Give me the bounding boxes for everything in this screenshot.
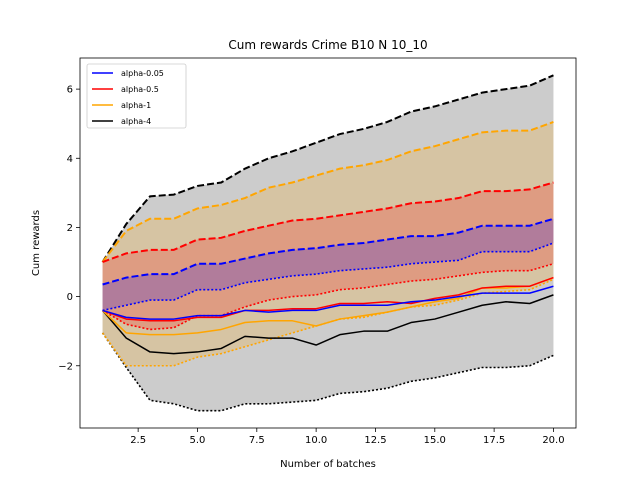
x-tick-label: 5.0	[190, 435, 206, 446]
mean-line-alpha-0.5	[102, 276, 554, 322]
y-tick-label: 0	[67, 292, 73, 303]
x-tick-label: 10.0	[305, 435, 327, 446]
legend-box	[86, 63, 187, 129]
band-alpha-0.5	[102, 182, 554, 330]
y-tick-label: 2	[67, 223, 73, 234]
upper-bound-alpha-4	[101, 74, 554, 263]
x-tick-label: 12.5	[364, 435, 386, 446]
legend-label-alpha-0.05: alpha-0.05	[121, 69, 164, 78]
legend-label-alpha-4: alpha-4	[121, 117, 151, 126]
y-tick-label: 4	[67, 154, 73, 165]
y-axis: −2 0 2 4 6	[58, 85, 80, 372]
band-alpha-1	[102, 121, 554, 366]
chart-title: Cum rewards Crime B10 N 10_10	[228, 38, 427, 52]
plot-frame	[79, 57, 577, 429]
upper-bound-alpha-1	[101, 121, 554, 263]
x-tick-label: 20.0	[542, 435, 564, 446]
x-axis: 2.5 5.0 7.5 10.0 12.5 15.0 17.5 20.0	[130, 428, 565, 446]
mean-line-alpha-4	[101, 294, 554, 355]
x-tick-label: 15.0	[424, 435, 446, 446]
x-axis-label: Number of batches	[280, 459, 376, 470]
x-tick-label: 17.5	[483, 435, 505, 446]
y-axis-label: Cum rewards	[31, 210, 42, 276]
legend: alpha-0.05 alpha-0.5 alpha-1 alpha-4	[86, 63, 187, 129]
legend-label-alpha-1: alpha-1	[121, 101, 151, 110]
upper-bound-alpha-0.5	[102, 181, 554, 263]
y-tick-label: −2	[58, 361, 73, 372]
y-tick-label: 6	[67, 85, 73, 96]
band-alpha-4	[102, 75, 554, 411]
confidence-bands	[102, 75, 554, 411]
lower-bound-alpha-4	[101, 332, 554, 412]
x-tick-label: 2.5	[130, 435, 146, 446]
mean-lines	[101, 276, 554, 355]
x-tick-label: 7.5	[249, 435, 265, 446]
upper-bound-alpha-0.05	[102, 217, 554, 286]
lower-bound-alpha-0.05	[102, 242, 554, 312]
mean-line-alpha-0.05	[102, 285, 554, 320]
legend-label-alpha-0.5: alpha-0.5	[121, 85, 159, 94]
band-alpha-0.05	[102, 218, 554, 311]
